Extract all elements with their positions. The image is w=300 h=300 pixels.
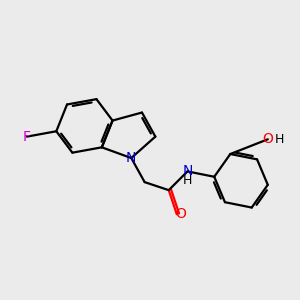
- Text: H: H: [183, 174, 192, 187]
- Text: N: N: [182, 164, 193, 178]
- Text: O: O: [262, 132, 273, 146]
- Text: F: F: [23, 130, 31, 144]
- Text: H: H: [274, 133, 284, 146]
- Text: O: O: [175, 207, 186, 221]
- Text: N: N: [126, 151, 136, 165]
